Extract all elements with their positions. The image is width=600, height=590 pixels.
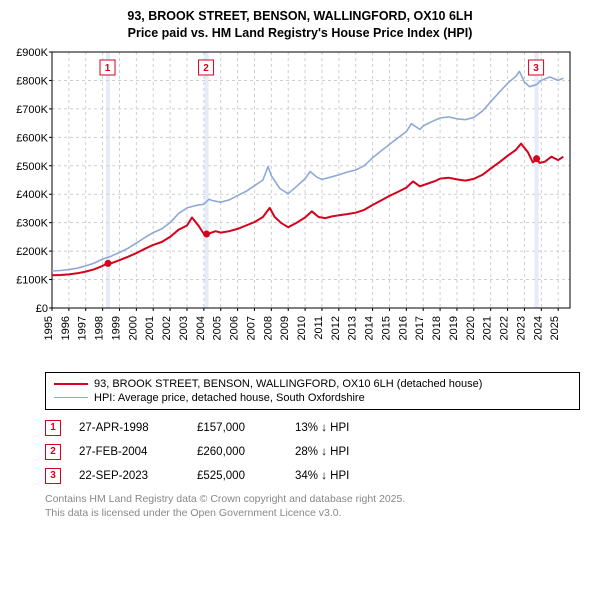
svg-text:2011: 2011: [313, 316, 325, 340]
svg-text:2001: 2001: [144, 316, 156, 340]
attribution-line-1: Contains HM Land Registry data © Crown c…: [45, 492, 580, 506]
sale-date: 27-APR-1998: [79, 422, 179, 434]
line-chart-svg: £0 £100K £200K £300K £400K £500K £600K £700K £80…: [10, 46, 585, 366]
svg-text:£400K: £400K: [16, 189, 48, 201]
svg-text:3: 3: [533, 63, 539, 74]
svg-text:2003: 2003: [178, 316, 190, 340]
svg-text:2022: 2022: [499, 316, 511, 340]
svg-text:2017: 2017: [414, 316, 426, 340]
svg-text:2015: 2015: [380, 316, 392, 340]
sale-row: 3 22-SEP-2023 £525,000 34% ↓ HPI: [45, 464, 580, 488]
sale-price: £260,000: [197, 446, 277, 458]
svg-text:2012: 2012: [330, 316, 342, 340]
svg-text:2009: 2009: [279, 316, 291, 340]
svg-text:£900K: £900K: [16, 47, 48, 59]
attribution: Contains HM Land Registry data © Crown c…: [45, 492, 580, 520]
svg-text:2007: 2007: [245, 316, 257, 340]
title-line-1: 93, BROOK STREET, BENSON, WALLINGFORD, O…: [10, 8, 590, 25]
legend-swatch: [54, 397, 88, 398]
title-line-2: Price paid vs. HM Land Registry's House …: [10, 25, 590, 42]
legend-label: 93, BROOK STREET, BENSON, WALLINGFORD, O…: [94, 378, 482, 390]
svg-text:£100K: £100K: [16, 274, 48, 286]
svg-text:2002: 2002: [161, 316, 173, 340]
svg-text:1: 1: [105, 63, 111, 74]
svg-text:2: 2: [203, 63, 209, 74]
svg-text:2010: 2010: [296, 316, 308, 340]
svg-text:2021: 2021: [482, 316, 494, 340]
svg-text:2018: 2018: [431, 316, 443, 340]
legend-label: HPI: Average price, detached house, Sout…: [94, 392, 365, 404]
chart-area: £0 £100K £200K £300K £400K £500K £600K £700K £80…: [10, 46, 585, 366]
sale-delta: 28% ↓ HPI: [295, 446, 349, 458]
svg-text:2014: 2014: [364, 316, 376, 340]
svg-text:2025: 2025: [549, 316, 561, 340]
sale-row: 1 27-APR-1998 £157,000 13% ↓ HPI: [45, 416, 580, 440]
svg-text:2016: 2016: [397, 316, 409, 340]
sale-date: 22-SEP-2023: [79, 470, 179, 482]
svg-text:1999: 1999: [110, 316, 122, 340]
chart-container: 93, BROOK STREET, BENSON, WALLINGFORD, O…: [0, 0, 600, 520]
svg-text:2004: 2004: [195, 316, 207, 340]
legend: 93, BROOK STREET, BENSON, WALLINGFORD, O…: [45, 372, 580, 410]
svg-text:1996: 1996: [60, 316, 72, 340]
svg-text:2024: 2024: [532, 316, 544, 340]
svg-text:£300K: £300K: [16, 217, 48, 229]
legend-item: 93, BROOK STREET, BENSON, WALLINGFORD, O…: [54, 377, 571, 391]
svg-text:£200K: £200K: [16, 246, 48, 258]
svg-text:1997: 1997: [77, 316, 89, 340]
sale-price: £157,000: [197, 422, 277, 434]
sale-badge: 2: [45, 444, 61, 460]
svg-text:2006: 2006: [229, 316, 241, 340]
sale-delta: 34% ↓ HPI: [295, 470, 349, 482]
svg-text:2008: 2008: [262, 316, 274, 340]
svg-text:£500K: £500K: [16, 161, 48, 173]
svg-text:2023: 2023: [515, 316, 527, 340]
svg-text:2000: 2000: [127, 316, 139, 340]
svg-text:1998: 1998: [94, 316, 106, 340]
title-block: 93, BROOK STREET, BENSON, WALLINGFORD, O…: [0, 0, 600, 46]
sale-badge: 1: [45, 420, 61, 436]
svg-text:2013: 2013: [347, 316, 359, 340]
legend-item: HPI: Average price, detached house, Sout…: [54, 391, 571, 405]
svg-text:£0: £0: [36, 303, 48, 315]
svg-text:£700K: £700K: [16, 104, 48, 116]
sale-delta: 13% ↓ HPI: [295, 422, 349, 434]
legend-swatch: [54, 383, 88, 385]
svg-text:£800K: £800K: [16, 75, 48, 87]
sale-badge: 3: [45, 468, 61, 484]
sale-price: £525,000: [197, 470, 277, 482]
sales-list: 1 27-APR-1998 £157,000 13% ↓ HPI 2 27-FEB-200…: [45, 416, 580, 488]
svg-text:1995: 1995: [43, 316, 55, 340]
attribution-line-2: This data is licensed under the Open Gov…: [45, 506, 580, 520]
svg-text:£600K: £600K: [16, 132, 48, 144]
svg-text:2005: 2005: [212, 316, 224, 340]
sale-row: 2 27-FEB-2004 £260,000 28% ↓ HPI: [45, 440, 580, 464]
svg-text:2019: 2019: [448, 316, 460, 340]
svg-text:2020: 2020: [465, 316, 477, 340]
sale-date: 27-FEB-2004: [79, 446, 179, 458]
